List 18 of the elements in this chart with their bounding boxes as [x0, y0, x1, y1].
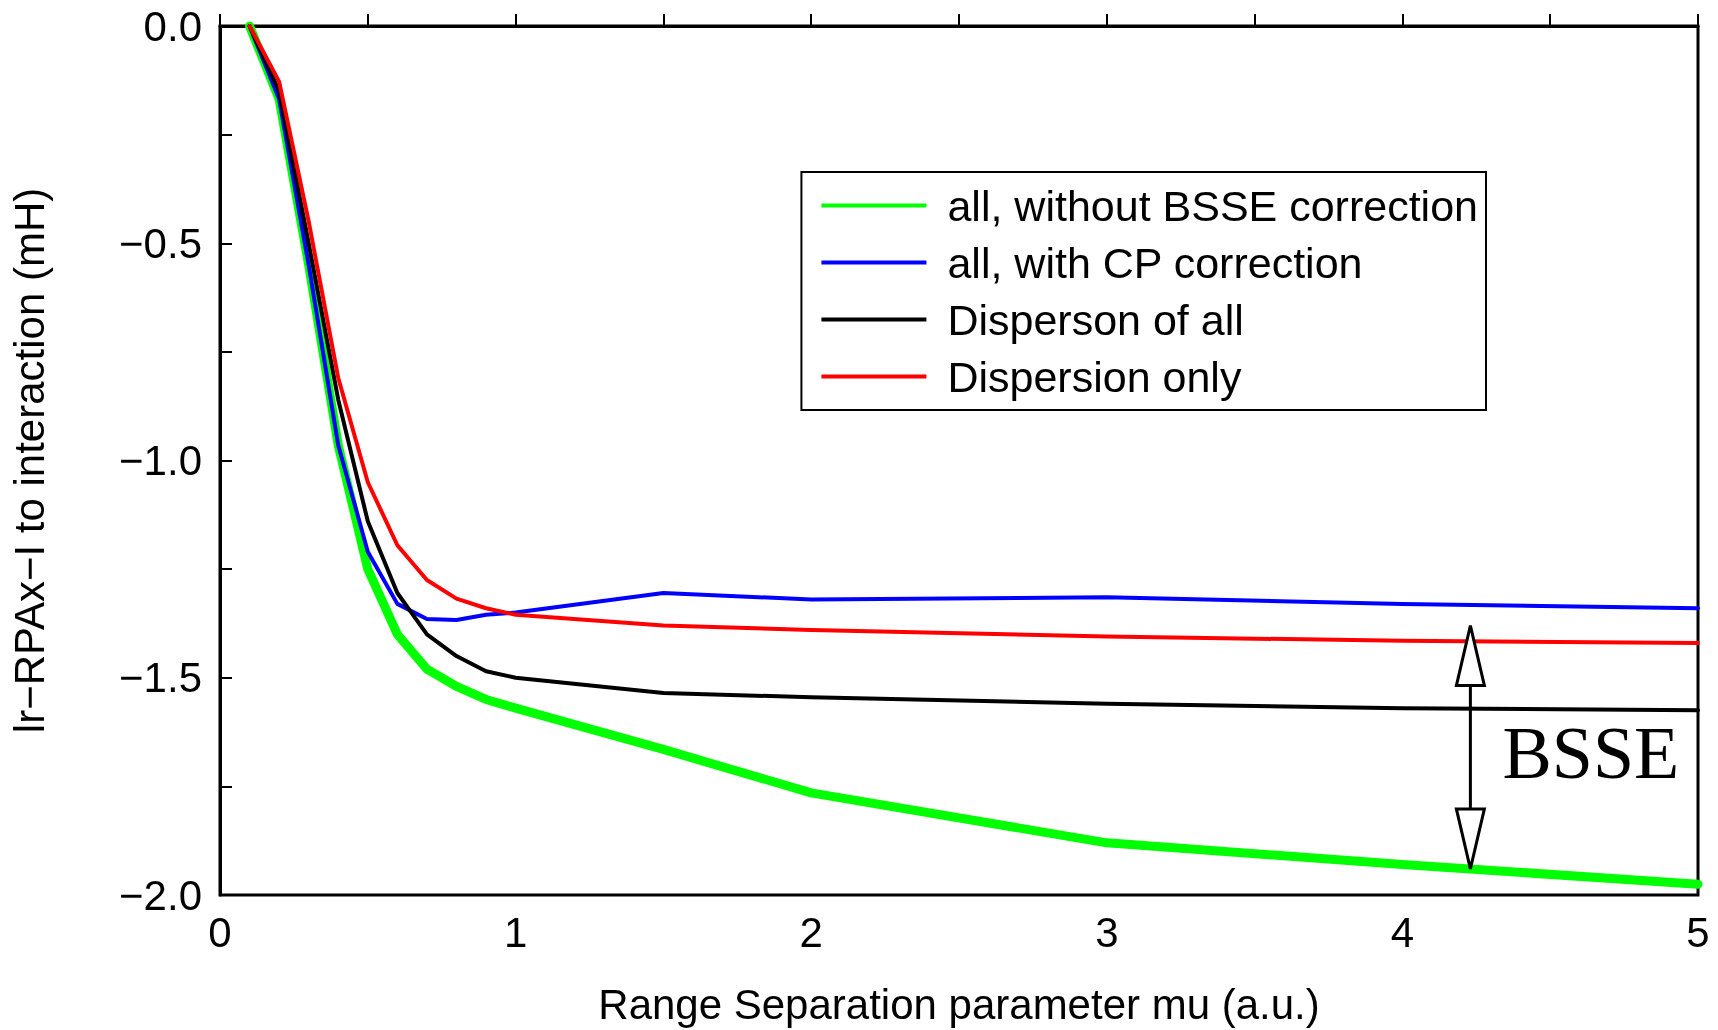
x-tick-label: 4 [1390, 908, 1415, 956]
y-tick-label: −2.0 [119, 871, 202, 919]
x-tick-label: 1 [503, 908, 528, 956]
y-tick-label: −1.5 [119, 654, 202, 702]
annotation: BSSE [1502, 711, 1680, 794]
x-tick-label: 3 [1095, 908, 1119, 956]
x-tick-label: 2 [799, 908, 823, 956]
x-tick-label: 0 [208, 908, 232, 956]
y-tick-label: 0.0 [143, 2, 202, 50]
x-tick-label: 5 [1686, 908, 1710, 956]
legend-label: Dispersion only [947, 352, 1242, 401]
legend-label: all, with CP correction [947, 238, 1363, 287]
legend-label: all, without BSSE correction [947, 181, 1479, 230]
y-tick-label: −1.0 [119, 437, 202, 484]
legend-label: Disperson of all [947, 295, 1244, 344]
y-axis-title: lr−RPAx−I to interaction (mH) [5, 187, 53, 734]
x-axis-title: Range Separation parameter mu (a.u.) [598, 980, 1320, 1028]
y-tick-label: −0.5 [119, 219, 202, 267]
